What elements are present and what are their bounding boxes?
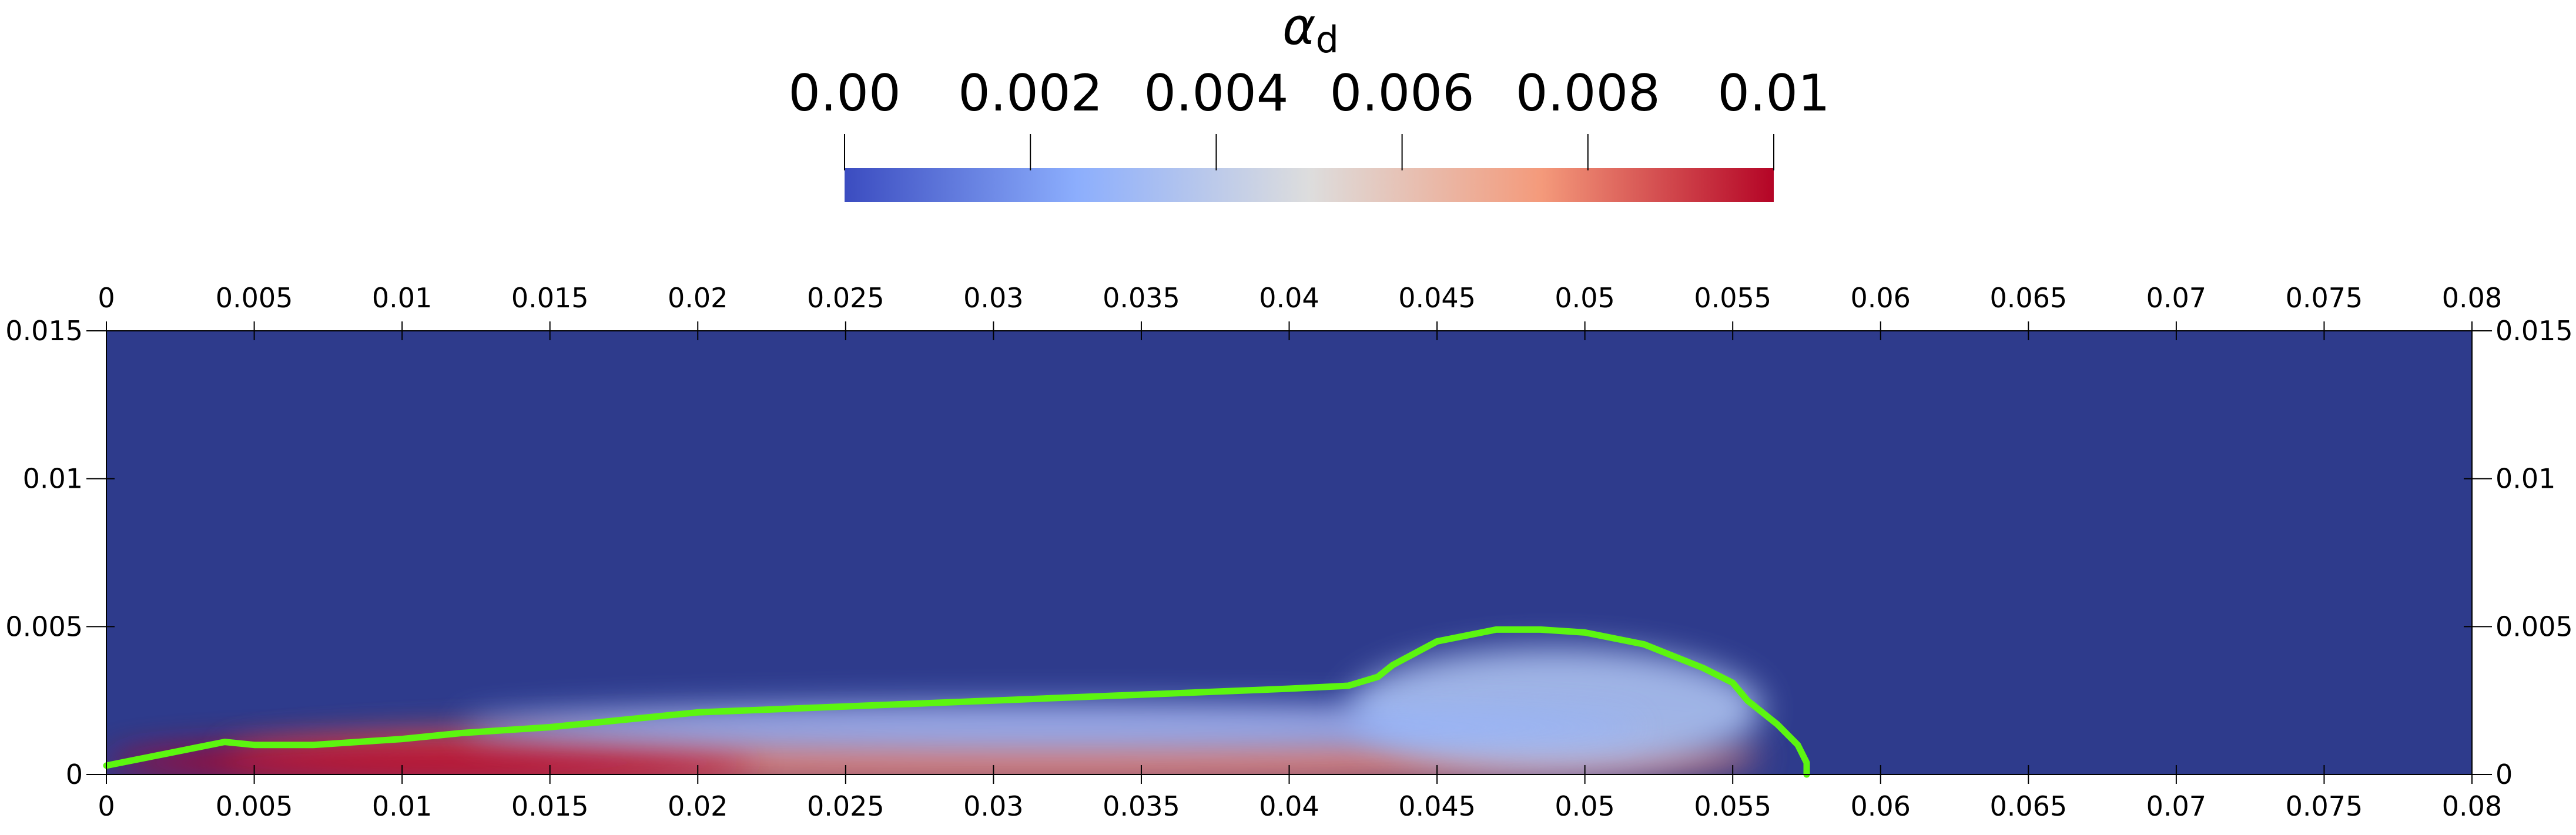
plot-area: 0 0.005 0.01 0.015 0.02 0.025 0.03 0.035 0.04 0.0…	[5, 282, 2572, 822]
y-axis-right-tick-label: 0.005	[2495, 611, 2573, 642]
colorbar-tick-label: 0.008	[1516, 64, 1660, 123]
colorbar-tick-label: 0.006	[1329, 64, 1474, 123]
colorbar-gradient	[845, 168, 1774, 202]
colorbar: αd 0.00 0.002 0.004 0.006 0.008 0.01	[788, 0, 1830, 202]
x-axis-top-tick-label: 0.01	[372, 282, 432, 314]
x-axis-top-tick-label: 0.075	[2286, 282, 2363, 314]
y-axis-right: 0 0.005 0.01 0.015	[2464, 315, 2573, 790]
x-axis-top-tick-label: 0.05	[1555, 282, 1614, 314]
colorbar-tick-label: 0.004	[1144, 64, 1288, 123]
x-axis-top-tick-label: 0.07	[2146, 282, 2206, 314]
x-axis-bottom-tick-label: 0.005	[216, 790, 293, 822]
y-axis-left-tick-label: 0.005	[5, 611, 83, 642]
x-axis-top-tick-label: 0.045	[1398, 282, 1476, 314]
x-axis-bottom-tick-label: 0.035	[1103, 790, 1180, 822]
x-axis-top-tick-label: 0.015	[511, 282, 589, 314]
x-axis-bottom-tick-label: 0.06	[1851, 790, 1911, 822]
colorbar-ticks: 0.00 0.002 0.004 0.006 0.008 0.01	[788, 64, 1830, 170]
x-axis-bottom-tick-label: 0.065	[1989, 790, 2067, 822]
field-core-layer-left	[106, 742, 757, 774]
field-trailing-band	[461, 703, 1644, 751]
x-axis-bottom-tick-label: 0.01	[372, 790, 432, 822]
x-axis-bottom-tick-label: 0.04	[1259, 790, 1319, 822]
x-axis-top-tick-label: 0.055	[1694, 282, 1771, 314]
colorbar-title-symbol: α	[1282, 0, 1316, 56]
x-axis-top-tick-label: 0.025	[807, 282, 885, 314]
x-axis-bottom-tick-label: 0.02	[668, 790, 728, 822]
x-axis-top-tick-label: 0.03	[963, 282, 1023, 314]
y-axis-left: 0 0.005 0.01 0.015	[5, 315, 115, 790]
x-axis-bottom-tick-label: 0.055	[1694, 790, 1771, 822]
x-axis-bottom-tick-label: 0.08	[2442, 790, 2502, 822]
x-axis-top-tick-label: 0.035	[1103, 282, 1180, 314]
x-axis-bottom-tick-label: 0.025	[807, 790, 885, 822]
interface-contour	[103, 626, 1810, 778]
x-axis-bottom-tick-label: 0.015	[511, 790, 589, 822]
x-axis-top-tick-label: 0	[98, 282, 115, 314]
colorbar-title: αd	[1282, 0, 1339, 61]
x-axis-bottom-tick-label: 0.05	[1555, 790, 1614, 822]
x-axis-top-tick-label: 0.04	[1259, 282, 1319, 314]
y-axis-right-tick-label: 0	[2495, 759, 2513, 790]
y-axis-left-tick-label: 0	[66, 759, 83, 790]
colorbar-title-subscript: d	[1316, 18, 1339, 61]
x-axis-top: 0 0.005 0.01 0.015 0.02 0.025 0.03 0.035 0.04 0.0…	[98, 282, 2502, 340]
colorbar-tick-label: 0.01	[1717, 64, 1830, 123]
y-axis-left-tick-label: 0.01	[23, 463, 83, 495]
x-axis-bottom-tick-label: 0.075	[2286, 790, 2363, 822]
colorbar-tick-label: 0.002	[958, 64, 1103, 123]
field-rendering	[106, 331, 2472, 774]
y-axis-right-tick-label: 0.015	[2495, 315, 2573, 347]
x-axis-bottom-tick-label: 0.03	[963, 790, 1023, 822]
x-axis-bottom-tick-label: 0	[98, 790, 115, 822]
x-axis-bottom-tick-label: 0.045	[1398, 790, 1476, 822]
x-axis-top-tick-label: 0.08	[2442, 282, 2502, 314]
x-axis-top-tick-label: 0.005	[216, 282, 293, 314]
x-axis-top-tick-label: 0.06	[1851, 282, 1911, 314]
x-axis-bottom-tick-label: 0.07	[2146, 790, 2206, 822]
x-axis-top-tick-label: 0.065	[1989, 282, 2067, 314]
x-axis-bottom: 0 0.005 0.01 0.015 0.02 0.025 0.03 0.035 0.04 0.0…	[98, 765, 2502, 822]
y-axis-left-tick-label: 0.015	[5, 315, 83, 347]
field-background	[106, 331, 2472, 774]
colorbar-tick-label: 0.00	[788, 64, 900, 123]
y-axis-right-tick-label: 0.01	[2495, 463, 2555, 495]
x-axis-top-tick-label: 0.02	[668, 282, 728, 314]
